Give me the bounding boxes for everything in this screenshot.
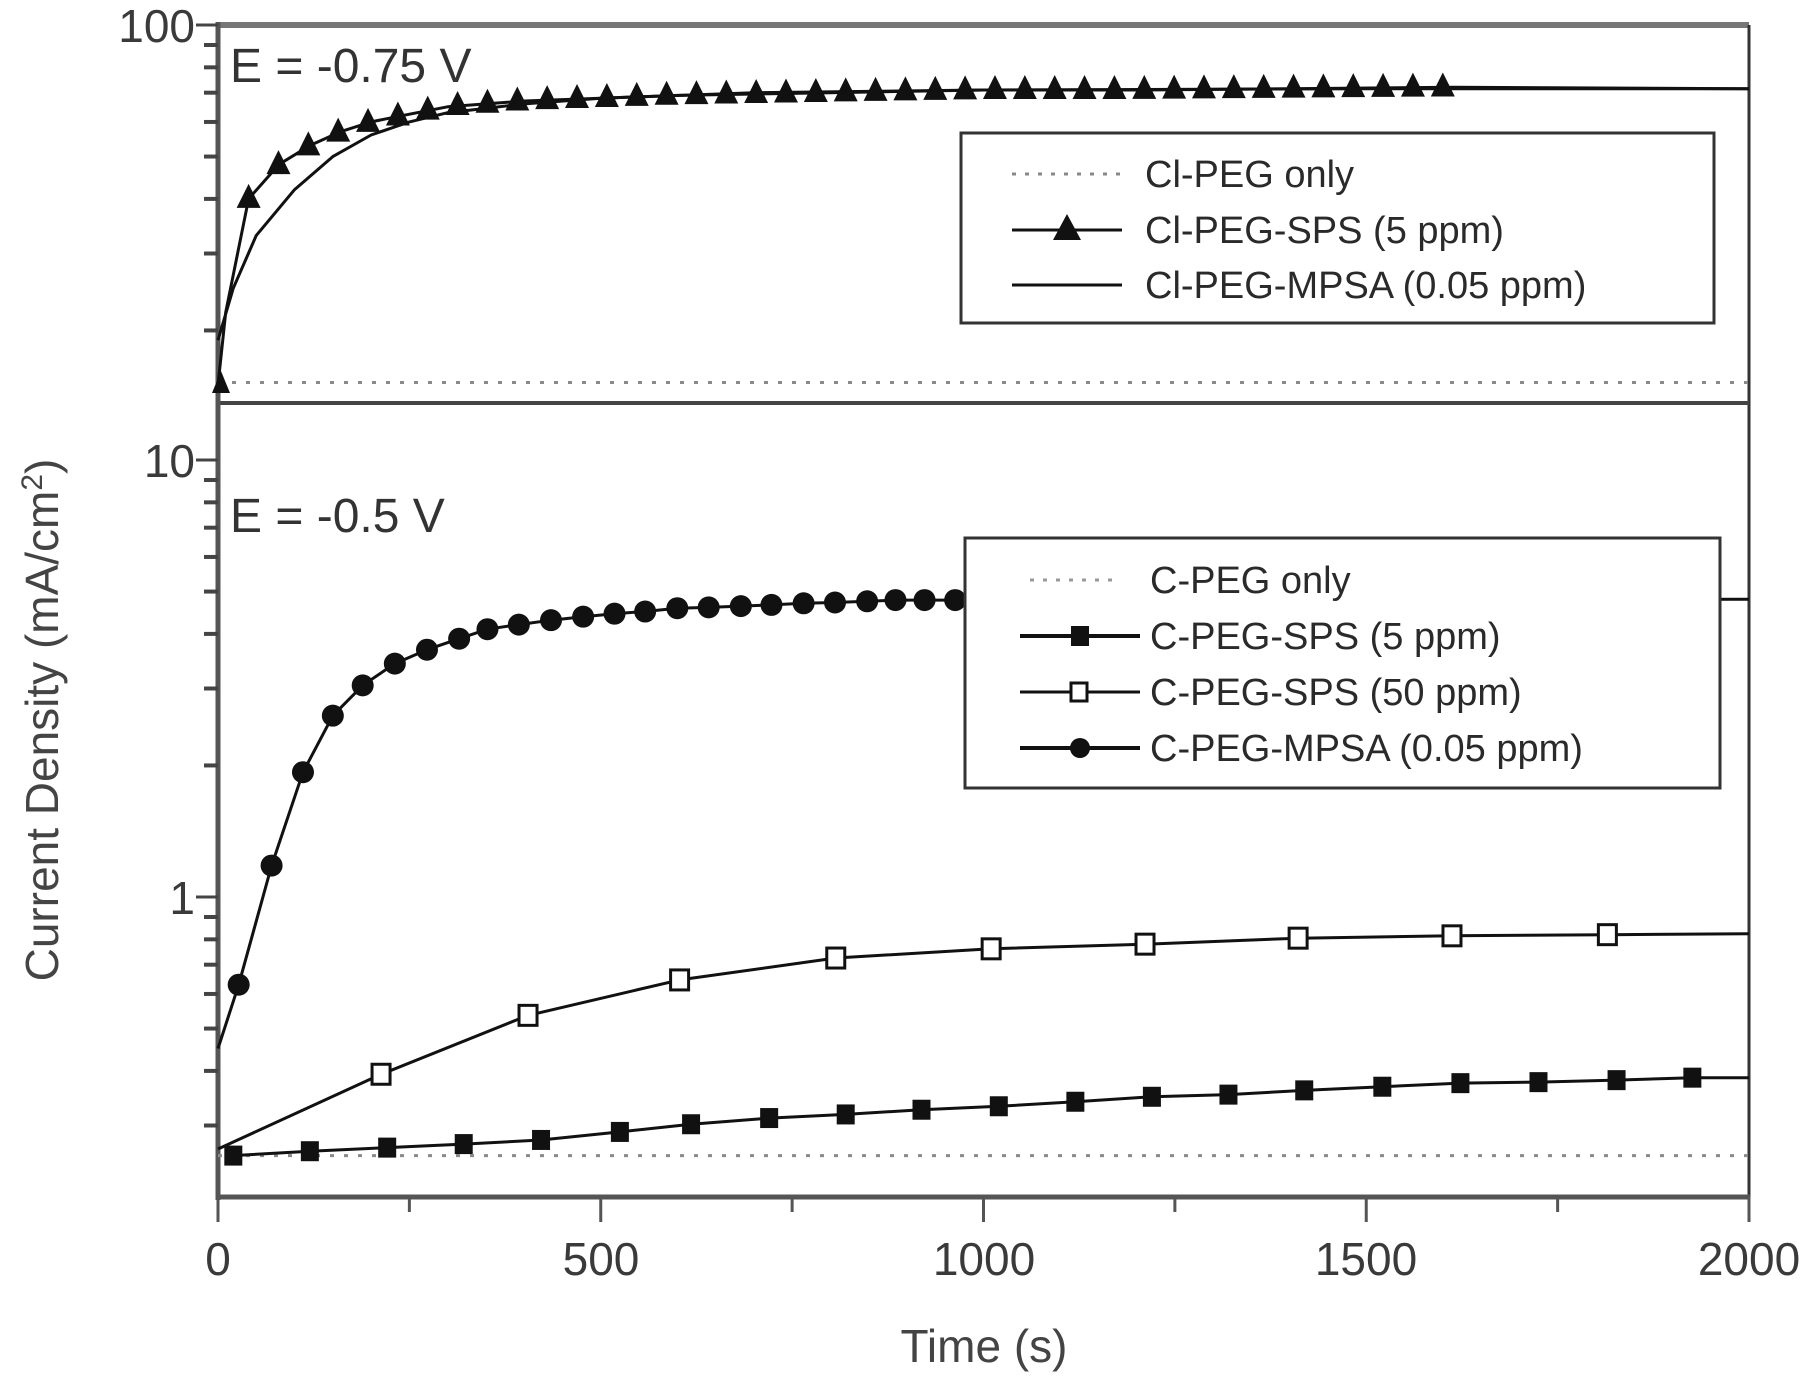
y-tick-1: 1	[169, 872, 195, 924]
y-axis-minor-ticks	[196, 23, 218, 1128]
x-tick-500: 500	[563, 1233, 640, 1285]
legend-top-item-2: Cl-PEG-MPSA (0.05 ppm)	[1145, 265, 1586, 307]
legend-top: Cl-PEG only Cl-PEG-SPS (5 ppm) Cl-PEG-MP…	[959, 131, 1716, 325]
series-c-peg-sps-5-ppm-	[224, 1067, 1749, 1166]
legend-bottom-item-1: C-PEG-SPS (5 ppm)	[1150, 616, 1501, 658]
triangle-marker-icon	[1053, 214, 1081, 240]
filled-square-marker-icon	[1071, 626, 1089, 646]
legend-top-item-1: Cl-PEG-SPS (5 ppm)	[1145, 210, 1504, 252]
x-tick-0: 0	[205, 1233, 231, 1285]
plot-series	[212, 72, 1750, 1166]
legend-bottom: C-PEG only C-PEG-SPS (5 ppm) C-PEG-SPS (…	[963, 536, 1722, 790]
x-tick-1500: 1500	[1315, 1233, 1417, 1285]
legend-bottom-item-2: C-PEG-SPS (50 ppm)	[1150, 672, 1522, 714]
series-c-peg-sps-50-ppm-	[217, 923, 1750, 1151]
legend-bottom-item-0: C-PEG only	[1150, 560, 1351, 602]
legend-top-item-0: Cl-PEG only	[1145, 154, 1354, 196]
series-c-peg-mpsa-0-05-ppm-	[216, 589, 1750, 1049]
x-tick-2000: 2000	[1698, 1233, 1800, 1285]
y-tick-100: 100	[118, 0, 195, 52]
top-panel-potential-label: E = -0.75 V	[230, 40, 471, 93]
bottom-panel-potential-label: E = -0.5 V	[230, 490, 445, 543]
x-tick-1000: 1000	[933, 1233, 1035, 1285]
open-square-marker-icon	[1069, 681, 1089, 703]
series-cl-peg-mpsa-0-05-ppm-	[216, 87, 1749, 341]
x-axis-ticks	[216, 1197, 1751, 1222]
filled-circle-marker-icon	[1070, 738, 1090, 758]
top-panel-frame	[218, 22, 1751, 1197]
y-axis-title: Current Density (mA/cm2)	[16, 459, 68, 982]
y-tick-10: 10	[144, 435, 195, 487]
legend-bottom-item-3: C-PEG-MPSA (0.05 ppm)	[1150, 728, 1583, 770]
x-axis-title: Time (s)	[901, 1320, 1068, 1372]
